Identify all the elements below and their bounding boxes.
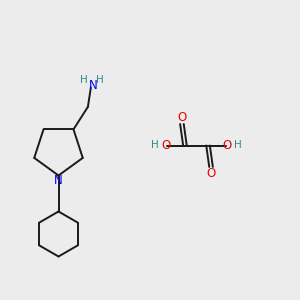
Text: H: H <box>96 75 104 85</box>
Text: O: O <box>206 167 215 180</box>
Text: H: H <box>235 140 242 151</box>
Text: N: N <box>54 174 63 188</box>
Text: O: O <box>161 139 170 152</box>
Text: O: O <box>178 111 187 124</box>
Text: N: N <box>89 80 98 92</box>
Text: H: H <box>152 140 159 151</box>
Text: H: H <box>80 75 87 85</box>
Text: O: O <box>223 139 232 152</box>
